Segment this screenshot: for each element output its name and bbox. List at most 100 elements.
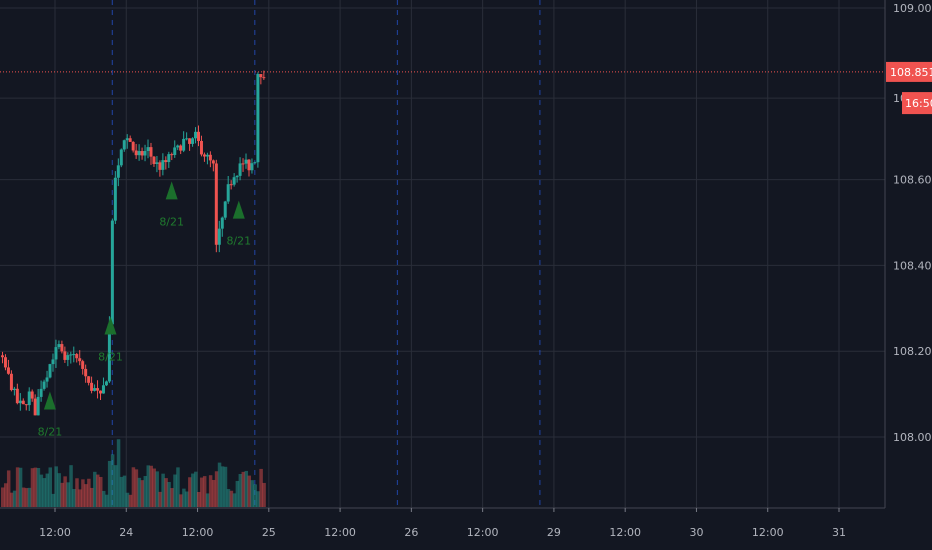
volume-bar — [45, 473, 50, 507]
x-tick-label: 12:00 — [467, 526, 499, 539]
volume-bar — [107, 460, 112, 507]
candles — [1, 70, 266, 416]
volume-bar — [232, 493, 237, 507]
candle-body — [36, 396, 40, 416]
candle-body — [238, 163, 242, 176]
signal-arrow-icon — [232, 200, 245, 219]
volume-bar — [113, 465, 118, 507]
current-price-label: 108.851 — [890, 66, 932, 79]
candle-body — [179, 145, 183, 151]
volume-bar — [122, 475, 127, 507]
candle-body — [140, 151, 144, 156]
candle-body — [119, 149, 123, 166]
candle-body — [15, 388, 19, 404]
candle-body — [116, 165, 120, 178]
volume-bar — [247, 475, 251, 507]
candle-body — [217, 228, 221, 245]
y-tick-label: 108.200 — [893, 345, 932, 358]
volume-bar — [229, 490, 234, 507]
volume-bar — [205, 493, 210, 507]
volume-bar — [137, 477, 142, 507]
countdown-tag — [902, 92, 932, 115]
volume-bar — [75, 478, 79, 507]
volume-bar — [57, 473, 61, 507]
volume-bar — [244, 470, 249, 507]
volume-bar — [27, 487, 32, 507]
signal-label: 8/21 — [159, 215, 184, 228]
volume-bar — [96, 474, 100, 507]
x-tick-label: 12:00 — [39, 526, 71, 539]
price-axis-bg — [885, 0, 932, 550]
volume-bar — [131, 467, 136, 507]
candle-body — [27, 391, 31, 406]
volume-bar — [170, 488, 174, 507]
signal-label: 8/21 — [38, 426, 63, 439]
candle-body — [146, 147, 150, 151]
volume-bar — [15, 467, 20, 507]
candle-body — [84, 368, 88, 377]
countdown-label: 16:50 — [905, 97, 932, 110]
candle-body — [232, 177, 236, 185]
candle-body — [18, 400, 22, 404]
signal-arrow-icon — [43, 391, 56, 410]
candle-body — [30, 391, 34, 399]
volume-bar — [54, 466, 58, 507]
candle-body — [167, 154, 171, 163]
signal-arrow-icon — [165, 181, 178, 200]
x-tick-label: 26 — [404, 526, 418, 539]
volume-bar — [188, 477, 192, 507]
volume-bar — [164, 478, 168, 507]
candle-body — [96, 388, 100, 391]
volume-bar — [179, 494, 183, 507]
volume-bar — [87, 478, 91, 507]
volume-bar — [223, 466, 228, 507]
volume-bar — [69, 465, 73, 507]
candle-body — [63, 351, 67, 360]
volume-bar — [63, 476, 67, 507]
candle-body — [99, 390, 102, 394]
volume-bar — [202, 476, 207, 507]
volume-bar — [12, 490, 17, 507]
volume-bar — [104, 494, 109, 507]
volume-bar — [256, 491, 260, 507]
candle-body — [3, 357, 7, 368]
candle-body — [93, 388, 97, 391]
volume-bar — [140, 480, 145, 507]
candle-body — [211, 160, 215, 164]
volume-bar — [235, 480, 240, 507]
candle-body — [12, 388, 16, 391]
volume-bar — [81, 479, 85, 507]
time-axis[interactable]: 12:00 24 12:00 25 12:00 26 12:00 29 12:00 30 12:00… — [0, 507, 932, 550]
candle-body — [72, 354, 76, 356]
y-tick-label: 108.000 — [893, 431, 932, 444]
volume-bar — [18, 467, 23, 507]
volume-bar — [110, 454, 115, 507]
candle-body — [60, 344, 64, 352]
volume-bar — [182, 488, 186, 507]
volume-bar — [214, 471, 219, 507]
candle-body — [143, 150, 147, 156]
volume-bar — [1, 487, 5, 507]
candle-body — [226, 184, 230, 202]
candle-body — [250, 163, 254, 171]
candle-body — [262, 77, 266, 79]
candle-body — [131, 141, 135, 151]
volume-bar — [149, 465, 153, 507]
candle-body — [9, 373, 13, 391]
candle-body — [48, 364, 52, 378]
candle-body — [45, 377, 49, 382]
price-axis[interactable]: 109.000 108.600 108.400 108.200 108.000 108.8… — [884, 0, 932, 550]
candle-body — [182, 138, 186, 151]
volume-bar — [208, 475, 213, 507]
candle-body — [185, 138, 189, 140]
volume-bar — [176, 467, 180, 507]
candle-body — [110, 220, 114, 325]
y-tick-label: 109.000 — [893, 2, 932, 15]
candle-body — [1, 355, 4, 358]
candle-body — [125, 138, 129, 141]
volume-bar — [167, 481, 171, 507]
candle-body — [39, 388, 43, 397]
volume-bar — [24, 488, 29, 507]
volume-bar — [194, 471, 198, 507]
